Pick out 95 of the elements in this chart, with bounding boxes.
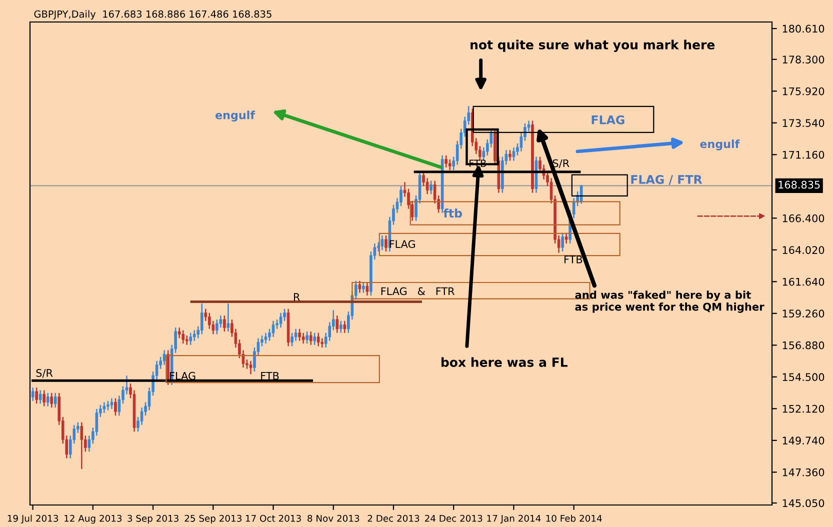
x-tick-label: 24 Dec 2013 <box>424 514 482 522</box>
annotation: FLAG & FTR <box>381 287 454 296</box>
y-tick-label: 173.540 <box>782 119 824 127</box>
candlestick <box>426 177 429 195</box>
candlestick <box>38 390 42 404</box>
candlestick <box>162 350 166 366</box>
annotation: S/R <box>552 159 570 168</box>
candlestick <box>309 330 312 346</box>
y-tick-label: 171.160 <box>782 150 824 159</box>
annotation: box here was a FL <box>442 357 568 367</box>
y-tick-label: 161.640 <box>782 278 824 286</box>
y-tick-label: 147.360 <box>782 468 824 476</box>
candlestick <box>279 312 282 328</box>
annotation: ftb <box>443 208 462 218</box>
candlestick <box>512 146 516 162</box>
candlestick <box>223 314 226 332</box>
candlestick <box>313 332 316 346</box>
annotation: FTB <box>261 372 279 380</box>
candlestick <box>264 332 268 344</box>
candlestick <box>88 434 91 452</box>
y-tick-label: 156.880 <box>782 341 824 350</box>
candlestick <box>448 158 452 171</box>
annotation: R <box>294 293 300 301</box>
candlestick <box>561 232 564 252</box>
candlestick <box>564 232 568 244</box>
annotation: and was "faked" here by a bit as price went for the QM higher <box>575 290 764 313</box>
y-tick-label: 166.400 <box>782 214 824 222</box>
candlestick <box>290 332 294 347</box>
candlestick <box>316 332 320 347</box>
candlestick <box>102 402 106 414</box>
candlestick <box>114 398 117 416</box>
candlestick <box>182 330 185 344</box>
candlestick <box>298 328 301 342</box>
candlestick <box>508 149 512 162</box>
candlestick <box>430 180 432 195</box>
candlestick <box>306 330 308 344</box>
candlestick <box>362 282 365 294</box>
y-tick-label: 152.120 <box>782 404 824 413</box>
x-tick-label: 12 Aug 2013 <box>64 514 122 524</box>
annotation: engulf <box>700 140 740 150</box>
x-tick-label: 3 Sep 2013 <box>128 514 178 524</box>
candlestick <box>366 282 369 296</box>
candlestick <box>339 320 342 334</box>
candlestick <box>294 328 298 342</box>
x-tick-label: 19 Jul 2013 <box>8 514 58 524</box>
y-tick-label: 159.260 <box>782 310 824 318</box>
candlestick <box>482 146 486 162</box>
annotation: S/R <box>36 369 53 378</box>
candlestick <box>106 400 110 411</box>
x-tick-label: 2 Dec 2013 <box>368 514 420 522</box>
y-tick-label: 154.500 <box>782 373 824 382</box>
candlestick <box>444 154 448 168</box>
y-tick-label: 175.920 <box>782 87 824 96</box>
candlestick <box>380 234 384 251</box>
candlestick <box>42 390 46 407</box>
candlestick <box>185 334 188 346</box>
x-tick-label: 8 Nov 2013 <box>308 514 360 522</box>
candlestick <box>302 332 305 344</box>
y-tick-label: 180.610 <box>782 24 824 33</box>
candlestick <box>140 406 144 426</box>
candlestick <box>336 314 339 334</box>
annotation: FLAG / FTR <box>631 175 702 185</box>
candlestick <box>384 234 388 252</box>
candlestick <box>200 302 204 335</box>
y-tick-label: 178.300 <box>782 56 824 64</box>
y-tick-label: 164.020 <box>782 246 824 254</box>
candlestick <box>110 398 114 410</box>
x-tick-label: 25 Sep 2013 <box>184 514 242 524</box>
candlestick <box>343 320 346 334</box>
candlestick <box>226 302 230 332</box>
y-tick-label: 149.740 <box>782 436 824 445</box>
chart-title: GBPJPY,Daily 167.683 168.886 167.486 168.835 <box>34 10 272 20</box>
y-tick-label: 145.050 <box>782 499 824 508</box>
x-tick-label: 17 Jan 2014 <box>487 514 541 524</box>
ref-line-label: 168.835 <box>778 180 820 189</box>
x-tick-label: 17 Oct 2013 <box>246 514 301 522</box>
candlestick <box>31 386 34 402</box>
candlestick <box>204 308 208 322</box>
candlestick <box>54 392 57 408</box>
candlestick <box>358 280 362 294</box>
candlestick <box>580 184 583 204</box>
candlestick <box>249 360 252 375</box>
annotation: FLAG <box>592 115 624 124</box>
candlestick <box>80 422 84 470</box>
candlestick <box>192 330 196 342</box>
candlestick <box>50 392 54 408</box>
x-tick-label: 10 Feb 2014 <box>546 514 602 522</box>
annotation: not quite sure what you mark here <box>470 40 715 52</box>
candlestick <box>46 392 50 407</box>
annotation: FTB <box>564 256 582 264</box>
candlestick <box>208 312 211 330</box>
candlestick <box>35 386 38 404</box>
candlestick <box>189 332 192 346</box>
annotation: engulf <box>216 110 256 122</box>
candlestick <box>216 318 218 335</box>
